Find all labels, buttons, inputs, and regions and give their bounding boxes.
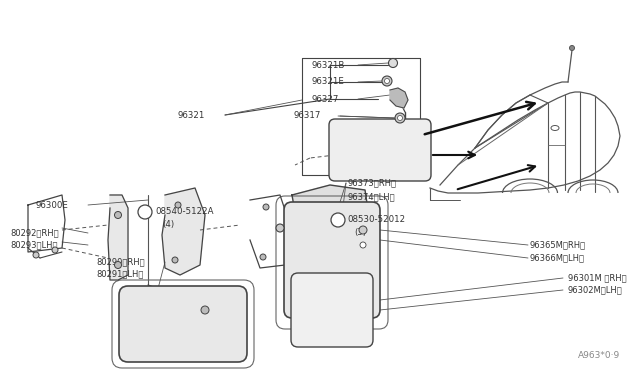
FancyBboxPatch shape — [291, 273, 373, 347]
Text: 96373〈RH〉: 96373〈RH〉 — [348, 179, 397, 187]
Circle shape — [395, 113, 405, 123]
Text: 08530-52012: 08530-52012 — [347, 215, 405, 224]
FancyBboxPatch shape — [284, 202, 380, 318]
Circle shape — [115, 212, 122, 218]
Circle shape — [263, 204, 269, 210]
Text: (4): (4) — [162, 221, 174, 230]
FancyBboxPatch shape — [329, 119, 431, 181]
Text: S: S — [335, 215, 341, 224]
Circle shape — [52, 247, 58, 253]
Circle shape — [276, 224, 284, 232]
Text: 96327: 96327 — [312, 94, 339, 103]
Circle shape — [570, 45, 575, 51]
Text: 96302M〈LH〉: 96302M〈LH〉 — [568, 285, 623, 295]
Text: 96300E: 96300E — [35, 201, 68, 209]
Polygon shape — [162, 188, 205, 275]
Text: 96321E: 96321E — [312, 77, 345, 87]
Circle shape — [331, 213, 345, 227]
Circle shape — [115, 262, 122, 269]
Text: 96301M 〈RH〉: 96301M 〈RH〉 — [568, 273, 627, 282]
Circle shape — [33, 252, 39, 258]
Circle shape — [260, 254, 266, 260]
Polygon shape — [292, 185, 368, 215]
Text: S: S — [142, 208, 148, 217]
Text: 96365M〈RH〉: 96365M〈RH〉 — [530, 241, 586, 250]
Circle shape — [175, 202, 181, 208]
Polygon shape — [390, 88, 408, 108]
Circle shape — [138, 205, 152, 219]
Circle shape — [382, 76, 392, 86]
Circle shape — [360, 242, 366, 248]
Text: 80291〈LH〉: 80291〈LH〉 — [96, 269, 143, 279]
Circle shape — [201, 306, 209, 314]
Text: 96374〈LH〉: 96374〈LH〉 — [348, 192, 396, 202]
Text: 80293〈LH〉: 80293〈LH〉 — [10, 241, 58, 250]
Circle shape — [388, 58, 397, 67]
Text: 96317: 96317 — [293, 112, 321, 121]
Circle shape — [359, 226, 367, 234]
Text: 80290〈RH〉: 80290〈RH〉 — [96, 257, 145, 266]
FancyBboxPatch shape — [119, 286, 247, 362]
Text: 96321: 96321 — [178, 110, 205, 119]
Polygon shape — [108, 195, 128, 280]
Text: 96321B: 96321B — [312, 61, 346, 70]
Text: (3): (3) — [354, 228, 366, 237]
Text: 08540-5122A: 08540-5122A — [155, 208, 214, 217]
Circle shape — [385, 78, 390, 83]
Text: 96366M〈LH〉: 96366M〈LH〉 — [530, 253, 585, 263]
Circle shape — [397, 115, 403, 121]
Text: 80292〈RH〉: 80292〈RH〉 — [10, 228, 59, 237]
Text: A963*0·9: A963*0·9 — [578, 351, 620, 360]
Circle shape — [172, 257, 178, 263]
